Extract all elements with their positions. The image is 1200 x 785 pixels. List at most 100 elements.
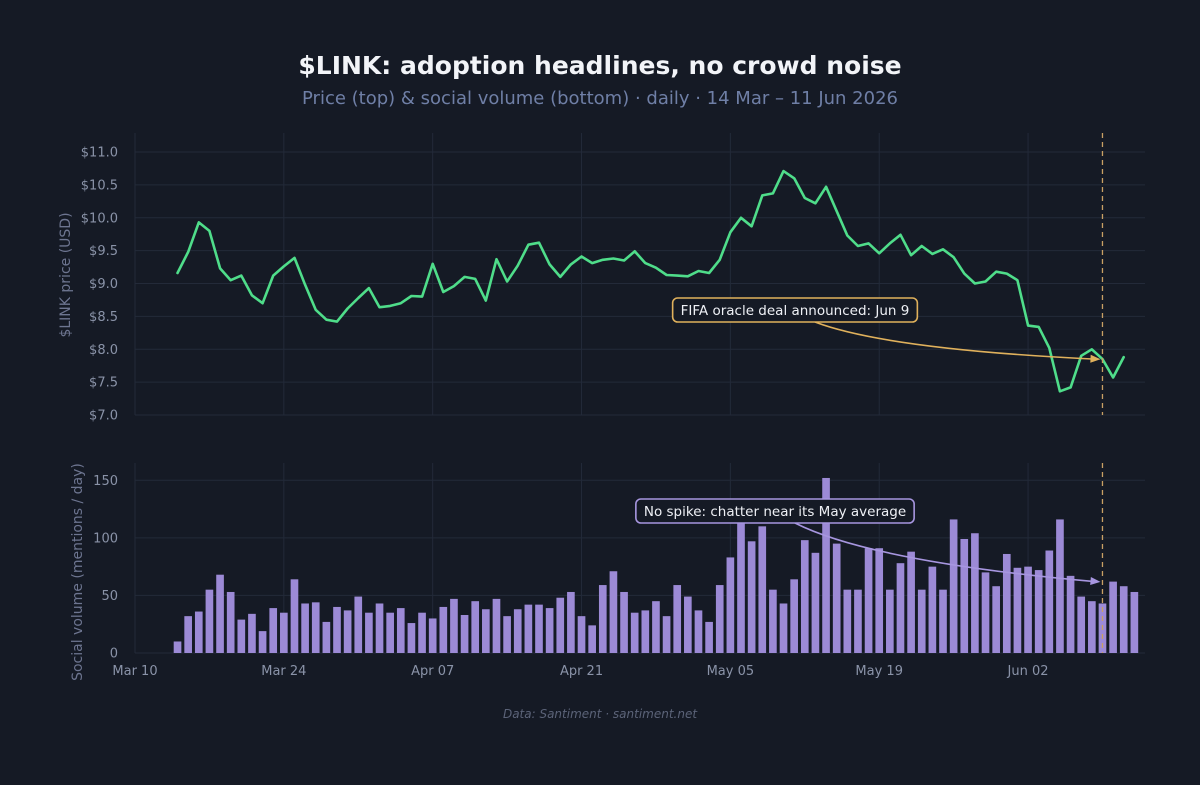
price-y-tick-label: $8.5 bbox=[89, 310, 118, 325]
volume-bar bbox=[1024, 566, 1032, 653]
volume-bar bbox=[343, 610, 352, 653]
volume-bar bbox=[290, 579, 299, 653]
volume-bar bbox=[226, 591, 235, 653]
volume-bar bbox=[248, 613, 256, 653]
volume-bar bbox=[971, 533, 979, 653]
volume-y-tick-label: 150 bbox=[93, 474, 118, 489]
volume-bar bbox=[662, 616, 671, 653]
volume-bar bbox=[1045, 550, 1054, 653]
volume-bar bbox=[258, 631, 267, 653]
volume-bar bbox=[769, 589, 777, 653]
volume-bar bbox=[907, 551, 915, 653]
volume-bars bbox=[173, 477, 1139, 653]
volume-bar bbox=[684, 596, 692, 653]
volume-bar bbox=[843, 589, 852, 653]
price-panel: $7.0 $7.5 $8.0 $8.5 $9.0 $9.5 $10.0 $10.5 $11.0 bbox=[81, 133, 1145, 424]
price-y-ticks: $7.0 $7.5 $8.0 $8.5 $9.0 $9.5 $10.0 $10.5 $11.0 bbox=[81, 146, 118, 424]
volume-bar bbox=[694, 610, 703, 653]
volume-annotation: No spike: chatter near its May average bbox=[635, 498, 1101, 585]
price-y-tick-label: $7.5 bbox=[89, 376, 118, 391]
volume-bar bbox=[354, 596, 363, 653]
price-y-tick-label: $10.5 bbox=[81, 178, 118, 193]
volume-bar bbox=[715, 585, 724, 653]
price-annotation-text: FIFA oracle deal announced: Jun 9 bbox=[681, 303, 910, 319]
x-axis-ticks: Mar 10 Mar 24 Apr 07 Apr 21 May 05 May 19 Jun … bbox=[112, 664, 1048, 679]
volume-bar bbox=[482, 609, 490, 653]
volume-bar bbox=[216, 574, 224, 653]
volume-bar bbox=[705, 621, 713, 653]
volume-bar bbox=[556, 597, 565, 653]
volume-bar bbox=[503, 616, 511, 653]
volume-bar bbox=[396, 608, 405, 653]
price-y-tick-label: $9.5 bbox=[89, 244, 118, 259]
volume-bar bbox=[535, 604, 543, 653]
volume-bar bbox=[598, 585, 607, 653]
volume-bar bbox=[939, 589, 947, 653]
x-tick-label: May 19 bbox=[855, 664, 903, 679]
volume-bar bbox=[864, 548, 873, 653]
volume-bar bbox=[407, 623, 416, 653]
volume-bar bbox=[471, 601, 480, 653]
volume-bar bbox=[886, 589, 894, 653]
volume-bar bbox=[588, 625, 596, 653]
volume-y-tick-label: 50 bbox=[101, 589, 118, 604]
volume-bar bbox=[758, 526, 767, 653]
volume-bar bbox=[1077, 596, 1086, 653]
volume-bar bbox=[333, 606, 341, 653]
volume-panel: 0 50 100 150 bbox=[93, 463, 1145, 662]
volume-bar bbox=[1088, 601, 1096, 653]
volume-bar bbox=[1130, 591, 1139, 653]
volume-bar bbox=[832, 543, 841, 653]
price-y-tick-label: $9.0 bbox=[89, 277, 118, 292]
volume-bar bbox=[1002, 553, 1011, 653]
price-grid bbox=[134, 133, 1145, 416]
volume-bar bbox=[577, 616, 586, 653]
volume-bar bbox=[811, 552, 820, 653]
volume-bar bbox=[747, 541, 756, 653]
price-y-tick-label: $11.0 bbox=[81, 146, 118, 161]
price-annotation-box bbox=[671, 297, 919, 323]
volume-bar bbox=[1119, 586, 1128, 653]
volume-bar bbox=[365, 612, 373, 653]
price-line bbox=[176, 169, 1125, 393]
volume-bar bbox=[1034, 570, 1043, 653]
volume-bar bbox=[1013, 567, 1022, 653]
volume-bar bbox=[960, 539, 969, 653]
price-y-tick-label: $8.0 bbox=[89, 343, 118, 358]
volume-bar bbox=[524, 604, 533, 653]
volume-bar bbox=[673, 585, 682, 653]
volume-bar bbox=[280, 612, 288, 653]
volume-y-ticks: 0 50 100 150 bbox=[93, 474, 118, 662]
volume-bar bbox=[439, 606, 448, 653]
volume-bar bbox=[737, 514, 745, 653]
x-tick-label: Jun 02 bbox=[1007, 664, 1049, 679]
price-axis-label: $LINK price (USD) bbox=[58, 212, 74, 337]
volume-bar bbox=[173, 641, 182, 653]
volume-bar bbox=[620, 591, 628, 653]
volume-bar bbox=[875, 548, 884, 653]
volume-bar bbox=[609, 571, 618, 653]
volume-annotation-box bbox=[635, 498, 915, 524]
volume-bar bbox=[184, 616, 192, 653]
x-tick-label: Mar 10 bbox=[112, 664, 157, 679]
x-tick-label: Apr 21 bbox=[560, 664, 603, 679]
volume-bar bbox=[460, 615, 469, 653]
volume-bar bbox=[301, 603, 309, 653]
volume-bar bbox=[1066, 575, 1075, 653]
volume-bar bbox=[917, 589, 926, 653]
volume-bar bbox=[630, 612, 639, 653]
volume-bar bbox=[513, 609, 522, 653]
volume-bar bbox=[375, 603, 384, 653]
volume-bar bbox=[269, 608, 278, 653]
volume-annotation-text: No spike: chatter near its May average bbox=[644, 504, 906, 520]
volume-bar bbox=[992, 586, 1000, 653]
volume-bar bbox=[450, 598, 458, 653]
x-tick-label: Mar 24 bbox=[261, 664, 306, 679]
chart-subtitle: Price (top) & social volume (bottom) · d… bbox=[302, 88, 898, 109]
price-points bbox=[177, 171, 1124, 392]
volume-bar bbox=[492, 598, 501, 653]
volume-bar bbox=[854, 589, 862, 653]
volume-bar bbox=[726, 557, 735, 653]
